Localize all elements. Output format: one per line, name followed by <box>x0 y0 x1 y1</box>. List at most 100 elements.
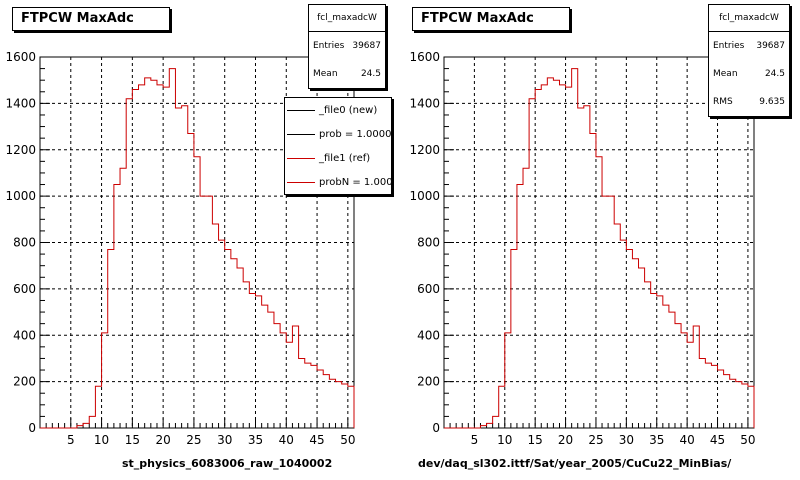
left-histogram-bin <box>348 386 354 428</box>
left-histogram-bin <box>102 333 108 428</box>
right-xtick-label-15: 15 <box>528 433 543 447</box>
legend-line-probn <box>287 181 315 183</box>
right-histogram-bin <box>566 87 572 428</box>
left-histogram-bin <box>114 185 120 428</box>
left-histogram-bin <box>317 370 323 428</box>
left-histogram-bin <box>212 224 218 428</box>
left-histogram-bin <box>175 108 181 428</box>
left-histogram-bin <box>286 342 292 428</box>
left-ytick-label-1400: 1400 <box>5 96 36 110</box>
right-histogram-bin <box>681 333 687 428</box>
right-xtick-label-30: 30 <box>619 433 634 447</box>
right-ytick-label-1600: 1600 <box>409 50 440 64</box>
left-xtick-label-35: 35 <box>248 433 263 447</box>
left-histogram-bin <box>169 69 175 428</box>
right-histogram-bin <box>493 416 499 428</box>
right-histogram-bin <box>517 185 523 428</box>
right-histogram-bin <box>693 326 699 428</box>
right-stats-row-entries: Entries 39687 <box>709 32 789 60</box>
left-histogram-bin <box>268 312 274 428</box>
left-xtick-label-30: 30 <box>217 433 232 447</box>
right-ytick-label-1200: 1200 <box>409 143 440 157</box>
left-xtick-label-15: 15 <box>125 433 140 447</box>
legend-text-file0: _file0 (new) <box>319 104 378 116</box>
left-legend-box: _file0 (new) prob = 1.000000 _file1 (ref… <box>284 97 392 195</box>
left-histogram-bin <box>188 134 194 428</box>
left-histogram-bin <box>237 268 243 428</box>
left-histogram-bin <box>342 384 348 428</box>
left-histogram-bin <box>206 196 212 428</box>
right-histogram-bin <box>590 134 596 428</box>
left-histogram-bin <box>157 85 163 428</box>
right-histogram-bin <box>529 99 535 428</box>
right-ytick-label-800: 800 <box>417 236 440 250</box>
right-histogram-bin <box>645 282 651 428</box>
right-xtick-label-20: 20 <box>558 433 573 447</box>
left-histogram-bin <box>305 363 311 428</box>
left-histogram-bin <box>225 249 231 428</box>
left-ytick-label-1600: 1600 <box>5 50 36 64</box>
right-histogram-bin <box>632 259 638 428</box>
right-histogram-bin <box>724 375 730 428</box>
left-histogram-bin <box>249 294 255 428</box>
left-ytick-label-1200: 1200 <box>5 143 36 157</box>
right-stats-box: fcl_maxadcW Entries 39687 Mean 24.5 RMS … <box>708 4 790 117</box>
right-stats-row-mean: Mean 24.5 <box>709 60 789 88</box>
left-histogram-bin <box>151 80 157 428</box>
right-stats-entries-label: Entries <box>713 41 745 51</box>
left-xtick-label-25: 25 <box>186 433 201 447</box>
right-histogram-bin <box>687 342 693 428</box>
left-histogram-bin <box>231 259 237 428</box>
left-stats-mean-label: Mean <box>313 69 338 79</box>
left-xtick-label-20: 20 <box>155 433 170 447</box>
right-histogram-bin <box>626 249 632 428</box>
right-stats-rms-value: 9.635 <box>759 97 785 107</box>
right-stats-entries-value: 39687 <box>756 41 785 51</box>
right-histogram-bin <box>742 384 748 428</box>
left-ytick-label-800: 800 <box>13 236 36 250</box>
left-histogram-bin <box>120 168 126 428</box>
right-histogram-bin <box>480 426 486 428</box>
right-file-label: dev/daq_sl302.ittf/Sat/year_2005/CuCu22_… <box>418 457 732 470</box>
right-histogram-bin <box>718 370 724 428</box>
left-histogram-bin <box>95 386 101 428</box>
right-histogram-bin <box>657 296 663 428</box>
right-histogram-bin <box>578 108 584 428</box>
left-stats-entries-label: Entries <box>313 41 345 51</box>
right-histogram-bin <box>602 196 608 428</box>
left-ytick-label-0: 0 <box>28 421 36 435</box>
left-histogram-bin <box>89 416 95 428</box>
left-histogram-bin <box>200 196 206 428</box>
right-histogram-bin <box>487 423 493 428</box>
right-xtick-label-40: 40 <box>679 433 694 447</box>
left-xtick-label-40: 40 <box>279 433 294 447</box>
right-histogram-bin <box>559 85 565 428</box>
left-xtick-label-10: 10 <box>94 433 109 447</box>
left-xtick-label-45: 45 <box>309 433 324 447</box>
left-stats-name: fcl_maxadcW <box>309 5 385 32</box>
left-histogram-bin <box>262 305 268 428</box>
left-histogram-bin <box>280 333 286 428</box>
left-histogram-bin <box>126 99 132 428</box>
right-histogram-line <box>444 68 755 429</box>
right-histogram-bin <box>651 294 657 428</box>
left-histogram-bin <box>182 106 188 428</box>
right-histogram-bin <box>705 363 711 428</box>
right-xtick-label-45: 45 <box>710 433 725 447</box>
left-histogram-bin <box>336 382 342 428</box>
right-plot-title: FTPCW MaxAdc <box>412 7 570 31</box>
left-ytick-label-200: 200 <box>13 375 36 389</box>
right-histogram-bin <box>639 268 645 428</box>
right-histogram-bin <box>748 386 754 428</box>
legend-item-prob: prob = 1.000000 <box>285 122 391 146</box>
legend-text-prob: prob = 1.000000 <box>319 128 392 140</box>
left-histogram-bin <box>108 249 114 428</box>
left-stats-row-mean: Mean 24.5 <box>309 60 385 88</box>
right-histogram-bin <box>547 78 553 428</box>
left-ytick-label-600: 600 <box>13 282 36 296</box>
left-stats-row-entries: Entries 39687 <box>309 32 385 60</box>
left-histogram-bin <box>83 423 89 428</box>
right-histogram-bin <box>584 106 590 428</box>
right-histogram-bin <box>730 379 736 428</box>
right-histogram-bin <box>675 324 681 428</box>
